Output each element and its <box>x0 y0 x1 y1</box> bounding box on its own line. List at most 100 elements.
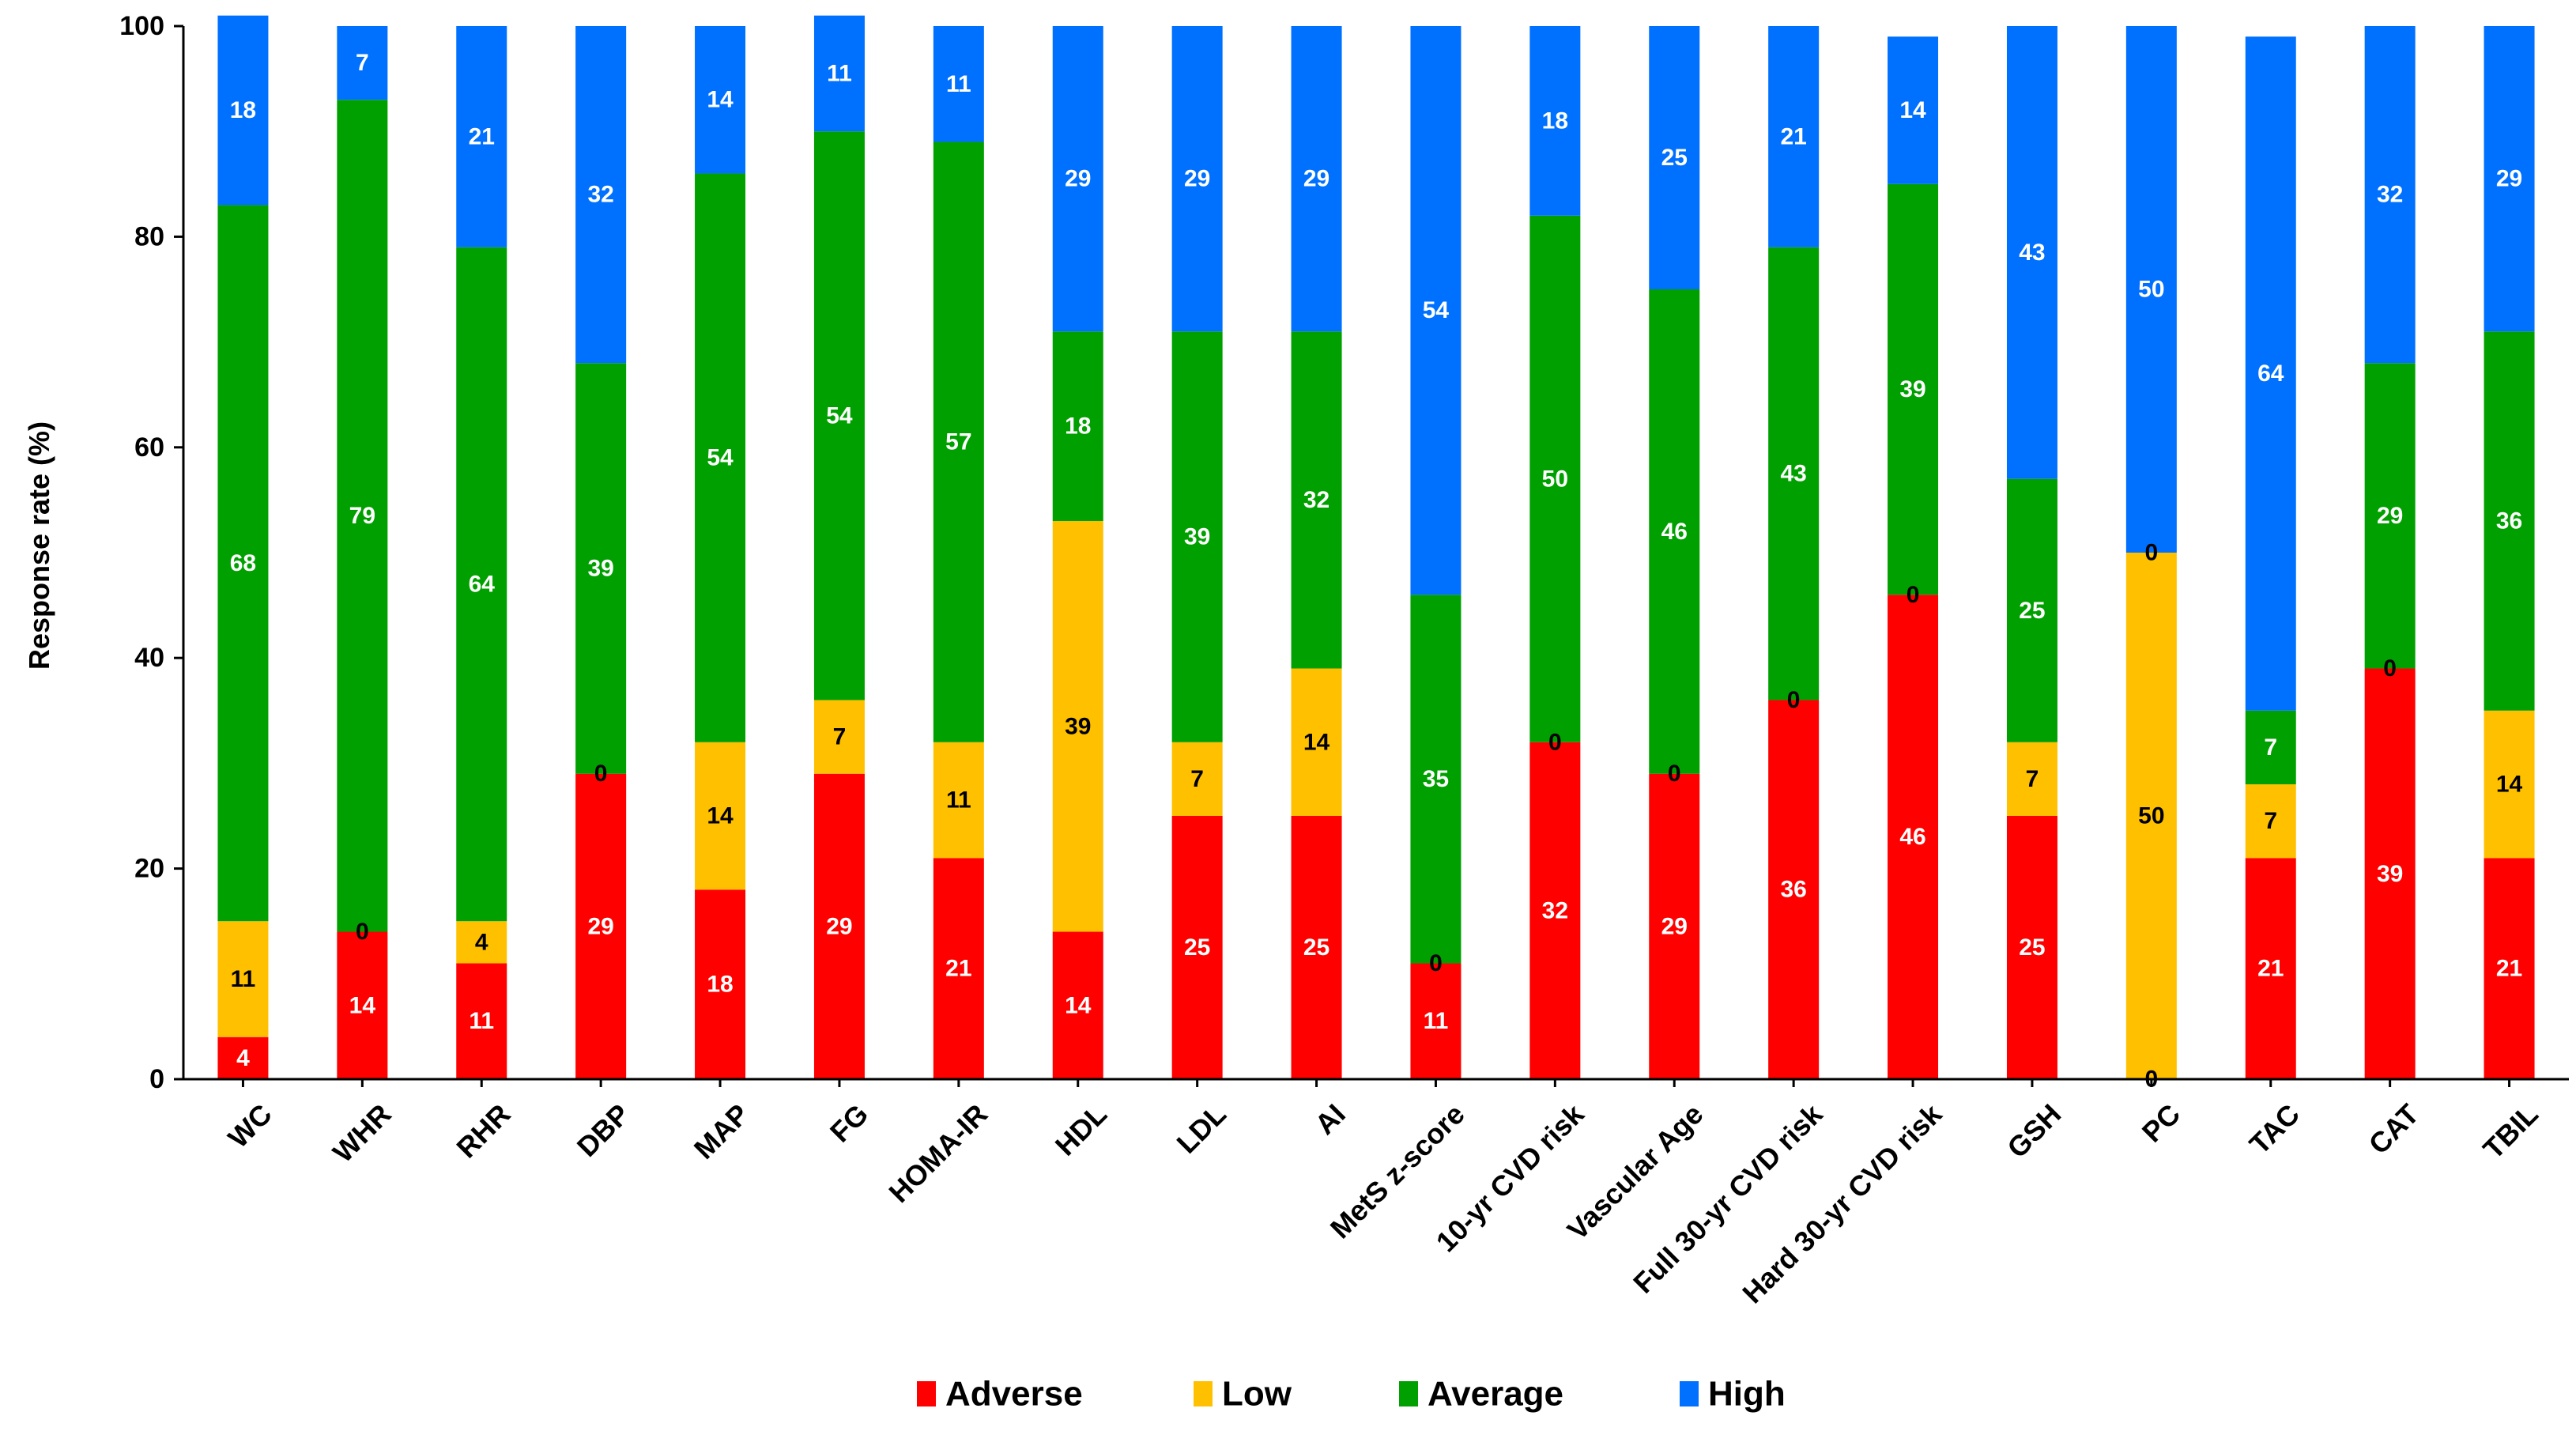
axes-layer <box>182 26 2569 1081</box>
segment-label-10-yr-cvd-risk-high: 18 <box>1542 108 1568 134</box>
bar-segment-ai-low <box>1291 668 1342 816</box>
segment-label-fg-average: 54 <box>826 402 853 429</box>
y-tick-label-60: 60 <box>134 432 164 463</box>
segment-label-homa-ir-high: 11 <box>946 71 971 97</box>
bar-segment-rhr-adverse <box>456 963 507 1079</box>
x-category-label-dbp: DBP <box>571 1097 636 1163</box>
segment-label-ldl-average: 39 <box>1184 524 1210 550</box>
bar-segment-tac-high <box>2245 36 2296 711</box>
y-tick-label-40: 40 <box>134 643 164 673</box>
segment-label-cat-adverse: 39 <box>2377 861 2403 887</box>
x-category-label-tbil: TBIL <box>2476 1097 2544 1165</box>
bar-segment-homa-ir-adverse <box>933 858 984 1079</box>
segment-label-wc-average: 68 <box>230 550 256 576</box>
bar-segment-homa-ir-high <box>933 26 984 142</box>
bar-segment-pc-low <box>2125 553 2177 1079</box>
bars-layer <box>217 15 2535 1079</box>
bar-segment-dbp-high <box>575 26 627 364</box>
segment-label-map-high: 14 <box>707 87 734 113</box>
x-category-label-cat: CAT <box>2363 1097 2425 1160</box>
x-category-label-rhr: RHR <box>450 1097 516 1164</box>
segment-label-gsh-high: 43 <box>2019 240 2045 266</box>
segment-label-gsh-adverse: 25 <box>2019 934 2045 961</box>
bar-segment-ai-adverse <box>1291 816 1342 1079</box>
x-category-label-fg: FG <box>824 1097 874 1148</box>
bar-segment-mets-z-score-high <box>1410 26 1461 595</box>
x-category-label-ldl: LDL <box>1171 1097 1232 1159</box>
x-category-label-pc: PC <box>2136 1097 2186 1148</box>
segment-label-pc-high: 50 <box>2138 277 2164 303</box>
bar-segment-ldl-average <box>1171 331 1223 742</box>
segment-label-full-30-yr-cvd-risk-high: 21 <box>1780 123 1806 149</box>
bar-segment-ai-high <box>1291 26 1342 332</box>
legend-label-average: Average <box>1428 1375 1563 1414</box>
bar-segment-fg-adverse <box>813 773 865 1079</box>
segment-label-wc-adverse: 4 <box>236 1045 250 1071</box>
bar-segment-fg-high <box>813 15 865 132</box>
segment-label-tac-low: 7 <box>2264 808 2277 834</box>
segment-label-homa-ir-average: 57 <box>945 429 971 455</box>
segment-label-pc-average: 0 <box>2145 540 2159 566</box>
bar-segment-wc-average <box>217 205 269 922</box>
segment-label-hard-30-yr-cvd-risk-average: 39 <box>1899 376 1925 402</box>
segment-label-hard-30-yr-cvd-risk-adverse: 46 <box>1899 824 1925 850</box>
segment-label-hdl-adverse: 14 <box>1065 992 1092 1018</box>
x-category-label-map: MAP <box>688 1097 756 1165</box>
segment-label-rhr-adverse: 11 <box>469 1008 494 1034</box>
bar-segment-10-yr-cvd-risk-adverse <box>1529 742 1581 1079</box>
segment-label-fg-low: 7 <box>833 724 847 750</box>
segment-label-gsh-average: 25 <box>2019 598 2045 624</box>
segment-label-ldl-low: 7 <box>1190 766 1204 792</box>
x-category-label-whr: WHR <box>326 1097 398 1169</box>
segment-label-tbil-average: 36 <box>2496 508 2522 534</box>
segment-label-10-yr-cvd-risk-adverse: 32 <box>1542 897 1568 923</box>
bar-segment-ldl-high <box>1171 26 1223 332</box>
bar-segment-mets-z-score-adverse <box>1410 963 1461 1079</box>
segment-label-mets-z-score-adverse: 11 <box>1424 1008 1449 1034</box>
bar-segment-dbp-adverse <box>575 773 627 1079</box>
bar-segment-tbil-high <box>2484 26 2535 332</box>
segment-label-vascular-age-average: 46 <box>1661 519 1688 545</box>
bar-segment-full-30-yr-cvd-risk-high <box>1768 26 1820 247</box>
x-category-label-wc: WC <box>221 1097 277 1153</box>
segment-label-whr-adverse: 14 <box>349 992 376 1018</box>
bar-segment-homa-ir-average <box>933 142 984 742</box>
legend-swatch-adverse <box>917 1381 936 1406</box>
bar-segment-whr-adverse <box>337 931 388 1079</box>
legend-label-low: Low <box>1222 1375 1292 1414</box>
y-axis-title: Response rate (%) <box>23 421 55 670</box>
bar-segment-hard-30-yr-cvd-risk-adverse <box>1888 595 1939 1079</box>
bar-segment-10-yr-cvd-risk-high <box>1529 26 1581 216</box>
segment-label-ldl-adverse: 25 <box>1184 934 1210 961</box>
segment-label-10-yr-cvd-risk-low: 0 <box>1548 729 1562 755</box>
bar-segment-whr-high <box>337 26 388 100</box>
x-category-label-hard-30-yr-cvd-risk: Hard 30-yr CVD risk <box>1736 1097 1948 1310</box>
segment-label-fg-adverse: 29 <box>826 913 852 939</box>
bar-segment-hdl-adverse <box>1052 931 1103 1079</box>
bar-segment-vascular-age-high <box>1649 26 1700 289</box>
segment-label-ai-average: 32 <box>1303 487 1329 513</box>
segment-labels-layer: 4116818140797114642129039321814541429754… <box>230 50 2523 1092</box>
segment-label-tac-high: 64 <box>2257 361 2284 387</box>
bar-segment-cat-adverse <box>2364 668 2416 1079</box>
segment-label-mets-z-score-low: 0 <box>1429 950 1443 976</box>
y-tick-label-80: 80 <box>134 221 164 251</box>
legend-swatch-low <box>1194 1381 1213 1406</box>
segment-label-map-adverse: 18 <box>707 972 733 998</box>
bar-segment-rhr-average <box>456 247 507 922</box>
bar-segment-ldl-low <box>1171 742 1223 816</box>
segment-label-ldl-high: 29 <box>1184 166 1210 192</box>
bar-segment-gsh-low <box>2006 742 2057 816</box>
bar-segment-hdl-high <box>1052 26 1103 332</box>
bar-segment-homa-ir-low <box>933 742 984 859</box>
segment-label-vascular-age-low: 0 <box>1668 761 1681 787</box>
segment-label-hdl-high: 29 <box>1065 166 1091 192</box>
bar-segment-wc-high <box>217 15 269 206</box>
segment-label-vascular-age-high: 25 <box>1661 145 1688 171</box>
bar-segment-hard-30-yr-cvd-risk-high <box>1888 36 1939 184</box>
bar-segment-rhr-low <box>456 921 507 964</box>
segment-label-rhr-average: 64 <box>469 571 496 597</box>
bar-segment-fg-average <box>813 131 865 700</box>
